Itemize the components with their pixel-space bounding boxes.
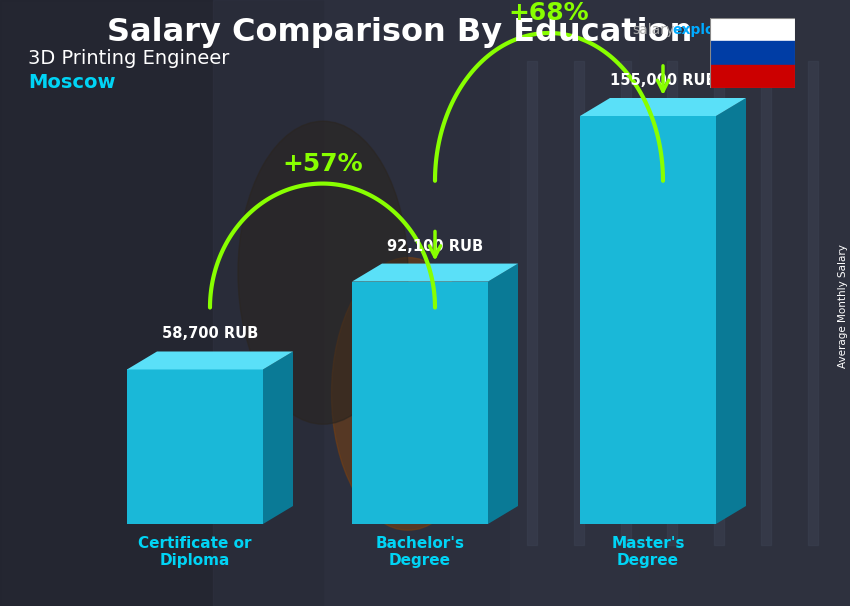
- Bar: [574, 61, 584, 545]
- Ellipse shape: [332, 258, 484, 530]
- Polygon shape: [263, 351, 293, 524]
- Polygon shape: [716, 98, 746, 524]
- Bar: [510, 0, 850, 606]
- Text: Salary Comparison By Education: Salary Comparison By Education: [107, 16, 693, 47]
- Bar: [710, 65, 795, 88]
- Bar: [808, 61, 818, 545]
- Text: salary: salary: [632, 23, 674, 37]
- Polygon shape: [352, 282, 488, 524]
- Bar: [0, 0, 323, 606]
- Text: Certificate or
Diploma: Certificate or Diploma: [139, 536, 252, 568]
- Bar: [761, 61, 771, 545]
- Polygon shape: [352, 264, 518, 282]
- Text: Average Monthly Salary: Average Monthly Salary: [838, 244, 848, 368]
- Text: Moscow: Moscow: [28, 73, 116, 92]
- Bar: [667, 61, 677, 545]
- Text: 58,700 RUB: 58,700 RUB: [162, 327, 258, 342]
- Text: 155,000 RUB: 155,000 RUB: [609, 73, 717, 88]
- Ellipse shape: [238, 121, 408, 424]
- Bar: [714, 61, 724, 545]
- Bar: [710, 41, 795, 65]
- Text: 92,100 RUB: 92,100 RUB: [387, 239, 483, 253]
- Text: Bachelor's
Degree: Bachelor's Degree: [376, 536, 464, 568]
- Polygon shape: [127, 370, 263, 524]
- Text: Master's
Degree: Master's Degree: [611, 536, 685, 568]
- Polygon shape: [580, 116, 716, 524]
- Bar: [527, 61, 537, 545]
- Bar: [212, 0, 638, 606]
- Polygon shape: [580, 98, 746, 116]
- Polygon shape: [127, 351, 293, 370]
- Bar: [620, 61, 631, 545]
- Text: +57%: +57%: [282, 152, 363, 176]
- Text: .com: .com: [726, 23, 763, 37]
- Text: 3D Printing Engineer: 3D Printing Engineer: [28, 50, 230, 68]
- Text: explorer: explorer: [672, 23, 738, 37]
- Bar: [710, 18, 795, 41]
- Text: +68%: +68%: [508, 1, 589, 25]
- Polygon shape: [488, 264, 518, 524]
